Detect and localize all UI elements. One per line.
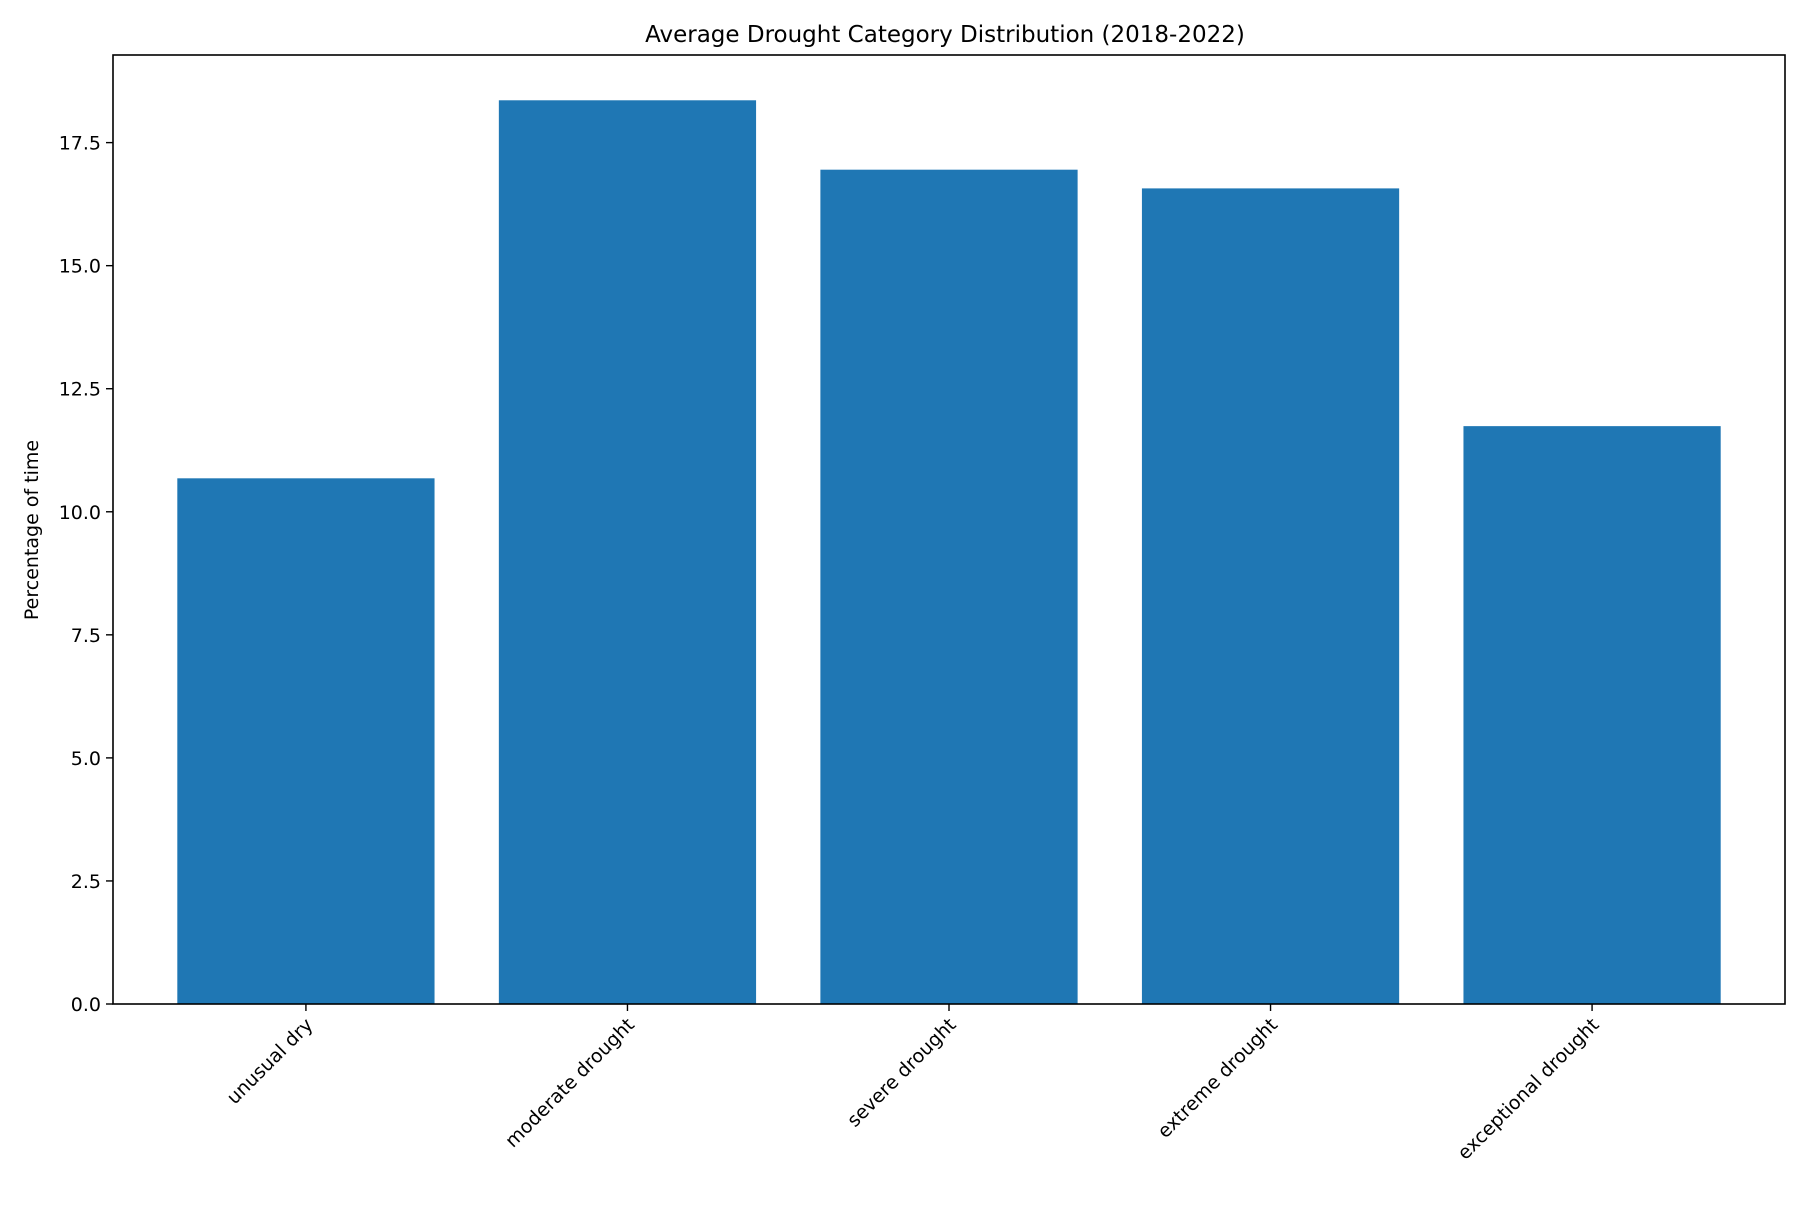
y-tick-label: 5.0 xyxy=(71,748,101,770)
y-axis: 0.0 2.5 5.0 7.5 10.0 12.5 15.0 17.5 xyxy=(59,133,113,1016)
x-tick-label: moderate drought xyxy=(501,1014,639,1152)
y-axis-label: Percentage of time xyxy=(21,440,43,620)
x-tick-label: unusual dry xyxy=(223,1014,318,1109)
bar-severe-drought xyxy=(820,169,1078,1004)
y-tick-label: 0.0 xyxy=(71,994,101,1016)
bar-exceptional-drought xyxy=(1463,426,1721,1005)
y-tick-label: 12.5 xyxy=(59,379,101,401)
y-tick-label: 10.0 xyxy=(59,502,101,524)
x-tick-label: extreme drought xyxy=(1153,1014,1282,1143)
bar-extreme-drought xyxy=(1141,188,1400,1004)
x-axis: unusual dry moderate drought severe drough… xyxy=(223,1004,1604,1164)
plot-frame xyxy=(112,54,1786,1005)
y-tick-label: 17.5 xyxy=(59,133,101,155)
chart-title: Average Drought Category Distribution (2… xyxy=(645,22,1245,48)
y-tick-label: 7.5 xyxy=(71,625,101,647)
bar-unusual-dry xyxy=(177,478,435,1004)
y-tick-label: 15.0 xyxy=(59,256,101,278)
bars-group xyxy=(177,100,1721,1005)
y-tick-label: 2.5 xyxy=(71,871,101,893)
bar-moderate-drought xyxy=(498,100,757,1004)
x-tick-label: exceptional drought xyxy=(1453,1014,1603,1164)
x-tick-label: severe drought xyxy=(843,1014,961,1132)
